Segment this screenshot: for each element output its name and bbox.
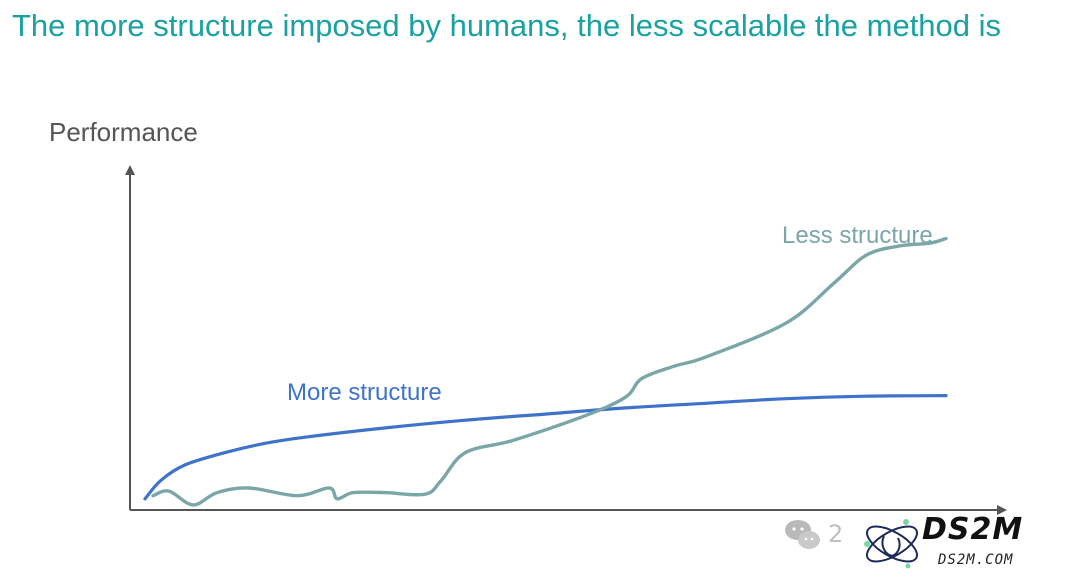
y-axis-label: Performance bbox=[49, 117, 198, 147]
slide-title: The more structure imposed by humans, th… bbox=[12, 8, 1002, 43]
atom-logo-icon bbox=[864, 519, 918, 569]
series-label-more-structure: More structure bbox=[287, 379, 442, 406]
series-label-less-structure: Less structure bbox=[782, 222, 933, 249]
wechat-logo-icon: 2 bbox=[785, 519, 918, 569]
series-line-less-structure bbox=[151, 236, 948, 507]
watermark-logo: 2 DS2M DS2M.COM bbox=[780, 508, 1076, 576]
series-line-more-structure bbox=[143, 394, 948, 501]
watermark-text: DS2M bbox=[922, 512, 1024, 547]
svg-text:2: 2 bbox=[828, 520, 843, 548]
series-layer bbox=[143, 236, 948, 507]
watermark-subtext: DS2M.COM bbox=[938, 552, 1014, 568]
